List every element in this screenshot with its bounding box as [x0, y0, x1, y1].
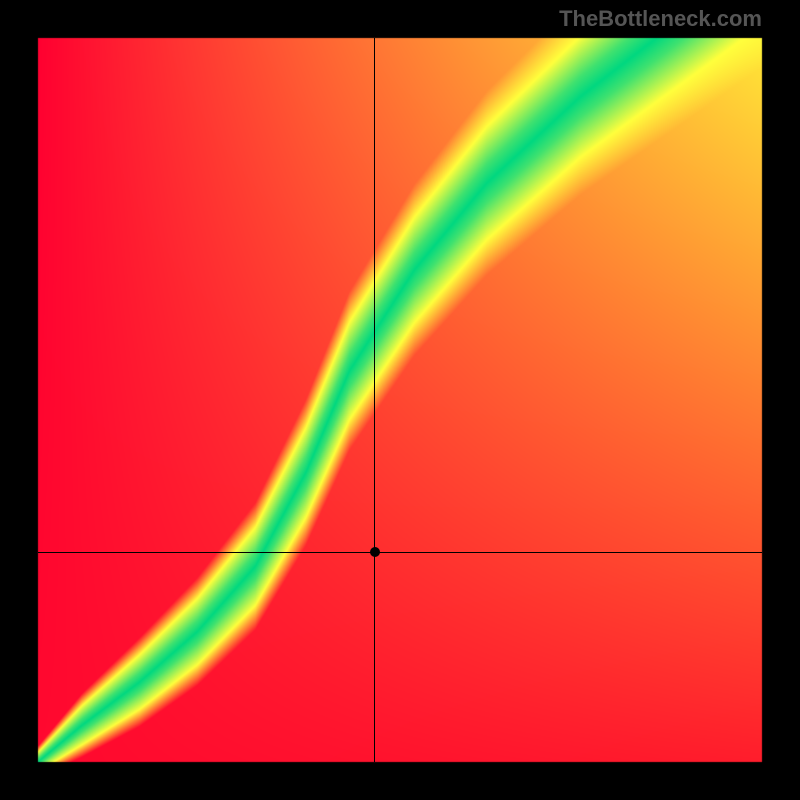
chart-container: TheBottleneck.com [0, 0, 800, 800]
crosshair-horizontal [38, 552, 762, 553]
crosshair-vertical [374, 38, 375, 762]
crosshair-marker-dot [370, 547, 380, 557]
watermark-text: TheBottleneck.com [559, 6, 762, 32]
bottleneck-heatmap [0, 0, 800, 800]
